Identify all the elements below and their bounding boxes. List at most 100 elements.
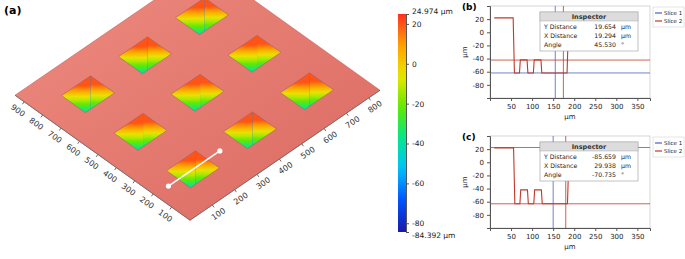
tick: 0 [406,60,417,69]
tick: -80 [406,219,424,228]
inspector-title: Inspector [572,143,607,151]
tick-label: 200 [568,233,581,241]
tick: -40 [473,55,490,63]
inspector-value: 19.294 [594,32,616,39]
tick-label: 300 [120,182,138,198]
tick-label: -20 [412,100,424,109]
pit-wall [118,37,147,94]
tick-mark [406,144,409,145]
tick-mark [22,102,24,104]
tick-label: 150 [547,103,560,111]
slice-end [217,148,222,153]
pit-wall [228,35,257,92]
tick-mark [487,149,490,150]
y-axis-title: µm [461,46,469,57]
tick: 0 [480,29,490,37]
tick-mark [257,174,259,176]
pit [223,112,276,169]
inspector-unit: µm [621,32,631,40]
tick-label: 900 [9,103,27,119]
legend: Slice 1Slice 2 [653,137,684,157]
y-axis-title: µm [461,176,469,187]
inspector-box [540,12,638,51]
tick: 250 [589,228,602,241]
tick-label: 400 [101,168,119,184]
tick-label: -20 [473,172,484,180]
pit-edge [61,76,114,113]
tick-label: 24.974 µm [412,7,453,16]
legend-swatch [655,142,662,143]
cursor-horizontal [490,203,650,204]
tick-mark [487,59,490,60]
tick-label: -60 [473,68,484,76]
tick-label: -80 [473,82,484,90]
tick: -60 [473,198,490,206]
tick-mark [151,194,153,196]
inspector-label: Angle [544,41,562,49]
tick: 24.974 µm [406,7,453,16]
pit-wall [205,0,229,52]
pit-wall [257,35,281,89]
tick: 150 [547,98,560,111]
panel-surface: 1002003004005006007008001002003004005006… [4,0,455,240]
tick-mark [170,207,172,209]
tick-label: 0 [412,60,417,69]
panel-label: (c) [462,132,476,142]
pit [280,73,333,130]
plot-frame [490,136,650,228]
tick: 300 [610,228,623,241]
inspector-header [540,12,638,21]
tick-mark [212,205,214,207]
pit [175,0,228,54]
tick-mark [595,98,596,101]
tick-mark [487,215,490,216]
tick-label: -80 [473,212,484,220]
pit-edge [166,151,219,188]
pit-wall [200,74,224,128]
tick: -80 [473,82,490,90]
tick: -20 [406,100,424,109]
inspector-value: 45.530 [594,41,616,48]
tick: 200 [568,98,581,111]
tick-mark [406,64,409,65]
y-axis-line [487,137,491,229]
tick-mark [324,128,326,130]
tick-mark [511,228,512,231]
tick-label: 350 [631,233,644,241]
inspector-label: Angle [544,171,562,179]
tick-mark [406,14,409,15]
tick: -20 [473,42,490,50]
tick-label: 20 [475,146,484,154]
y-axis-line [15,95,190,220]
pit-edge [118,37,171,74]
tick: 20 [406,20,422,29]
inspector-unit: µm [621,153,631,161]
inspector-label: X Distance [544,32,577,39]
tick-label: 300 [610,233,623,241]
legend-swatch [655,150,662,151]
tick-label: 600 [64,142,82,158]
tick-mark [369,98,371,100]
x-axis: 50100150200250300350 [491,228,651,241]
tick-label: 200 [568,103,581,111]
pit [166,151,219,208]
surface-plane [15,0,380,220]
pit-wall [253,112,277,166]
y-axis: 200-20-40-60-80 [473,7,491,99]
pit [171,74,224,131]
tick-mark [279,159,281,161]
inspector-value: 19.654 [594,23,616,30]
tick-mark [302,144,304,146]
tick-mark [574,98,575,101]
tick-mark [41,115,43,117]
tick-mark [637,228,638,231]
tick-label: 250 [589,103,602,111]
figure: 1002003004005006007008001002003004005006… [0,0,685,259]
tick: 100 [526,228,539,241]
pit-wall [223,112,252,169]
panel-profile: 50100150200250300350200-20-40-60-80µmµm(… [461,132,684,251]
pit-wall [175,0,204,54]
tick-mark [406,24,409,25]
colorbar-axis-line [407,15,410,233]
tick: 50 [507,228,516,241]
